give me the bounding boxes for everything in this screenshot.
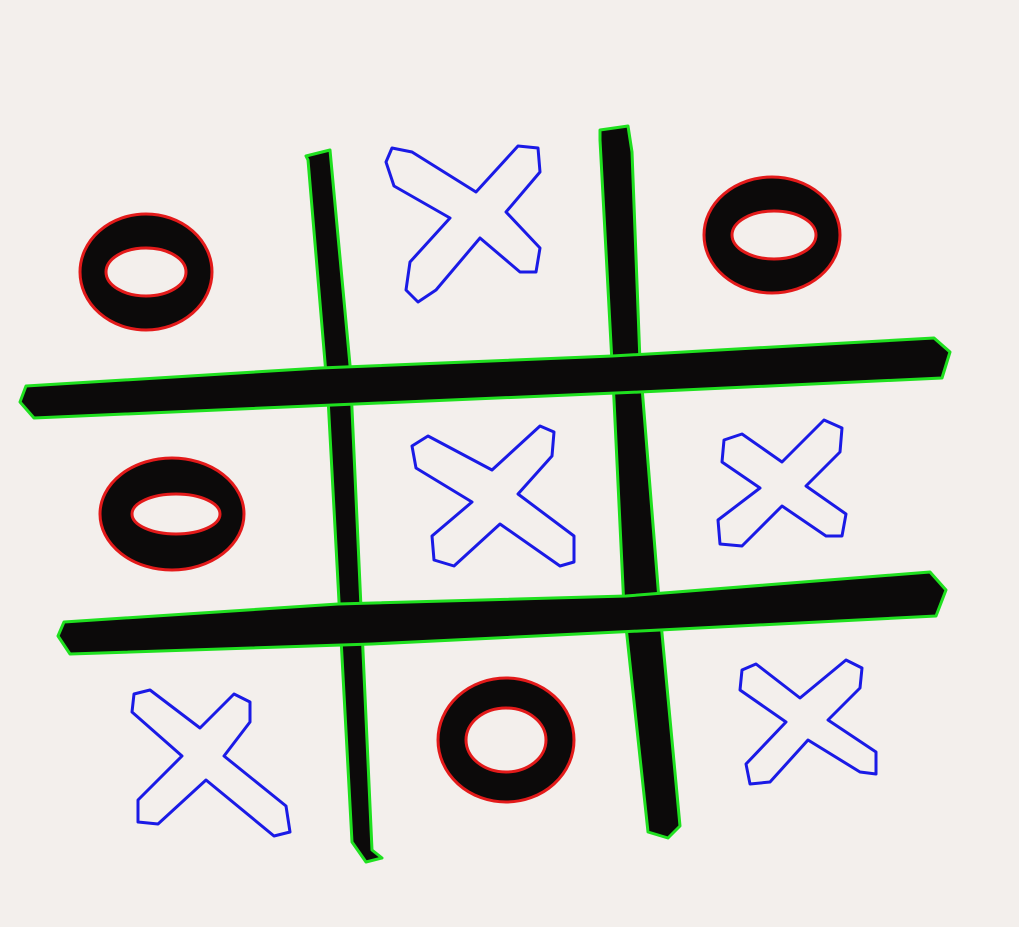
cell-r2c2-x-mark	[410, 424, 576, 568]
cell-r3c2-o-mark	[436, 676, 576, 804]
cell-r3c3-x-mark	[738, 658, 878, 786]
grid	[18, 124, 952, 864]
grid-line-vertical-right	[600, 126, 680, 838]
grid-line-horizontal-top	[20, 338, 950, 418]
cell-r2c1-o-mark	[98, 456, 246, 572]
grid-line-horizontal-top-contour	[18, 336, 952, 420]
cell-r1c1-o-mark	[78, 212, 214, 332]
cell-r2c3-x-mark	[716, 418, 848, 548]
cell-r1c2-x-mark	[384, 144, 542, 304]
cell-r3c1-x-mark	[130, 688, 292, 838]
cell-r1c3-o-mark	[702, 175, 842, 295]
grid-line-horizontal-bottom-contour	[56, 570, 948, 656]
grid-line-horizontal-bottom	[58, 572, 946, 654]
grid-line-vertical-left-contour	[304, 148, 384, 864]
